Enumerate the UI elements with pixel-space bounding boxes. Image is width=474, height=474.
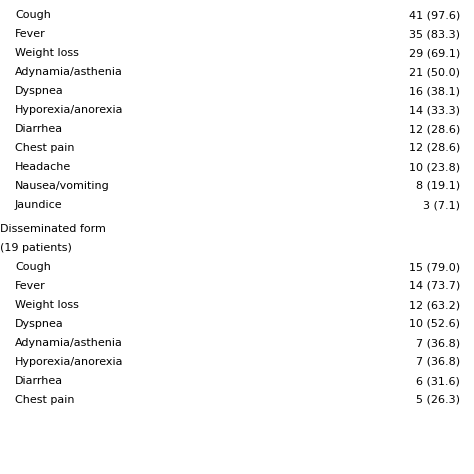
Text: Hyporexia/anorexia: Hyporexia/anorexia bbox=[15, 105, 124, 115]
Text: 8 (19.1): 8 (19.1) bbox=[416, 181, 460, 191]
Text: 41 (97.6): 41 (97.6) bbox=[409, 10, 460, 20]
Text: Chest pain: Chest pain bbox=[15, 395, 74, 405]
Text: 10 (52.6): 10 (52.6) bbox=[409, 319, 460, 329]
Text: 35 (83.3): 35 (83.3) bbox=[409, 29, 460, 39]
Text: Chest pain: Chest pain bbox=[15, 143, 74, 153]
Text: 16 (38.1): 16 (38.1) bbox=[409, 86, 460, 96]
Text: Dyspnea: Dyspnea bbox=[15, 86, 64, 96]
Text: 12 (28.6): 12 (28.6) bbox=[409, 124, 460, 134]
Text: 7 (36.8): 7 (36.8) bbox=[416, 357, 460, 367]
Text: Fever: Fever bbox=[15, 281, 46, 291]
Text: Weight loss: Weight loss bbox=[15, 48, 79, 58]
Text: Disseminated form: Disseminated form bbox=[0, 224, 106, 234]
Text: 10 (23.8): 10 (23.8) bbox=[409, 162, 460, 172]
Text: 21 (50.0): 21 (50.0) bbox=[409, 67, 460, 77]
Text: 14 (33.3): 14 (33.3) bbox=[409, 105, 460, 115]
Text: Weight loss: Weight loss bbox=[15, 300, 79, 310]
Text: Dyspnea: Dyspnea bbox=[15, 319, 64, 329]
Text: Adynamia/asthenia: Adynamia/asthenia bbox=[15, 338, 123, 348]
Text: 14 (73.7): 14 (73.7) bbox=[409, 281, 460, 291]
Text: 29 (69.1): 29 (69.1) bbox=[409, 48, 460, 58]
Text: 12 (28.6): 12 (28.6) bbox=[409, 143, 460, 153]
Text: 15 (79.0): 15 (79.0) bbox=[409, 262, 460, 272]
Text: 7 (36.8): 7 (36.8) bbox=[416, 338, 460, 348]
Text: Diarrhea: Diarrhea bbox=[15, 124, 63, 134]
Text: 3 (7.1): 3 (7.1) bbox=[423, 200, 460, 210]
Text: Hyporexia/anorexia: Hyporexia/anorexia bbox=[15, 357, 124, 367]
Text: Diarrhea: Diarrhea bbox=[15, 376, 63, 386]
Text: Jaundice: Jaundice bbox=[15, 200, 63, 210]
Text: Adynamia/asthenia: Adynamia/asthenia bbox=[15, 67, 123, 77]
Text: Cough: Cough bbox=[15, 10, 51, 20]
Text: Headache: Headache bbox=[15, 162, 71, 172]
Text: Cough: Cough bbox=[15, 262, 51, 272]
Text: 5 (26.3): 5 (26.3) bbox=[416, 395, 460, 405]
Text: Fever: Fever bbox=[15, 29, 46, 39]
Text: Nausea/vomiting: Nausea/vomiting bbox=[15, 181, 110, 191]
Text: (19 patients): (19 patients) bbox=[0, 243, 72, 253]
Text: 6 (31.6): 6 (31.6) bbox=[416, 376, 460, 386]
Text: 12 (63.2): 12 (63.2) bbox=[409, 300, 460, 310]
